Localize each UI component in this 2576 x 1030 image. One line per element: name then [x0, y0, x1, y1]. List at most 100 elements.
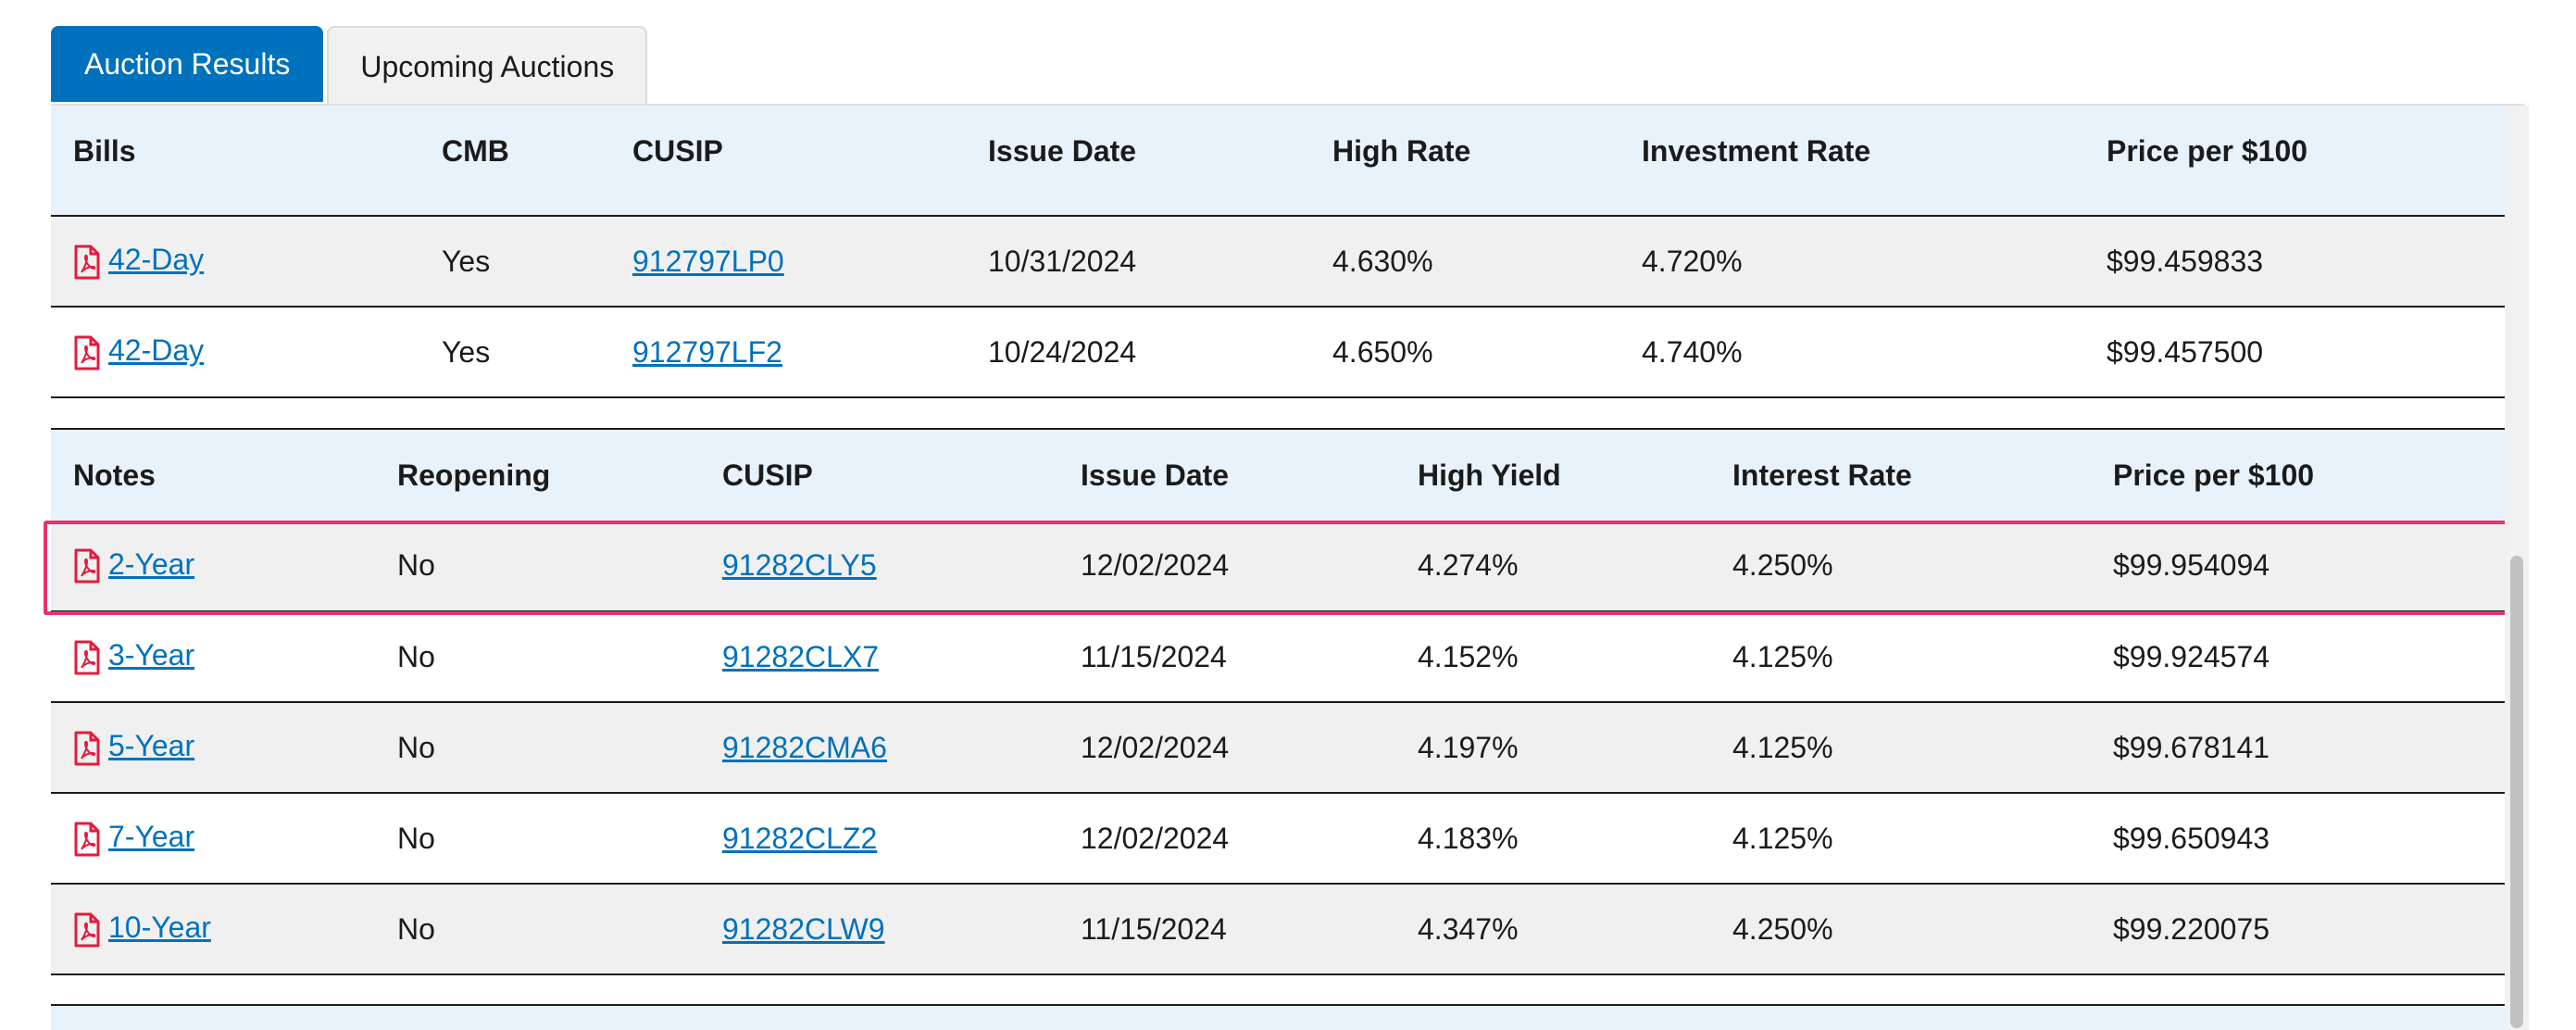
- issue-date-cell: 11/15/2024: [1058, 884, 1395, 975]
- cusip-cell: 91282CMA6: [700, 702, 1058, 794]
- price-cell: $99.220075: [2091, 884, 2505, 975]
- col-header-cusip: CUSIP: [610, 106, 966, 197]
- cusip-cell-link[interactable]: 912797LP0: [632, 244, 784, 278]
- col-header-price: Price per $100: [2084, 106, 2505, 197]
- price-cell: $99.954094: [2091, 521, 2505, 612]
- col-header-investment-rate: Investment Rate: [1619, 106, 2084, 197]
- file-pdf-icon: [73, 548, 101, 584]
- bills-header-row: Bills CMB CUSIP Issue Date High Rate Inv…: [51, 106, 2505, 197]
- term-cell: 10-Year: [51, 884, 375, 975]
- scrollbar-thumb[interactable]: [2510, 556, 2523, 1028]
- cusip-cell-link[interactable]: 91282CMA6: [722, 730, 887, 764]
- rate2-cell: 4.720%: [1619, 216, 2084, 308]
- notes-header-row: Notes Reopening CUSIP Issue Date High Yi…: [51, 429, 2505, 521]
- flag-cell: No: [375, 521, 700, 612]
- term-cell-link[interactable]: 7-Year: [108, 820, 195, 854]
- issue-date-cell: 11/15/2024: [1058, 611, 1395, 703]
- col-header-cmb: CMB: [419, 106, 610, 197]
- term-cell-link[interactable]: 42-Day: [108, 243, 205, 277]
- rate-cell: 4.347%: [1395, 884, 1710, 975]
- table-row: 2-Year No 91282CLY5 12/02/2024 4.274% 4.250% $…: [51, 521, 2505, 612]
- rate-cell: 4.183%: [1395, 793, 1710, 885]
- col-header-interest-rate: Interest Rate: [1710, 429, 2091, 521]
- table-row: 42-Day Yes 912797LP0 10/31/2024 4.630% 4.720%…: [51, 216, 2505, 308]
- col-header-notes: Notes: [51, 429, 375, 521]
- col-header-high-rate: High Rate: [1310, 106, 1619, 197]
- col-header-cusip: CUSIP: [700, 429, 1058, 521]
- table-row: 10-Year No 91282CLW9 11/15/2024 4.347% 4.250%…: [51, 884, 2505, 975]
- term-cell: 7-Year: [51, 793, 375, 885]
- tab-upcoming-auctions[interactable]: Upcoming Auctions: [327, 26, 648, 106]
- term-cell: 2-Year: [51, 521, 375, 612]
- tab-auction-results[interactable]: Auction Results: [51, 26, 324, 102]
- rate-cell: 4.650%: [1310, 307, 1619, 398]
- price-cell: $99.650943: [2091, 793, 2505, 885]
- term-cell: 42-Day: [51, 307, 419, 398]
- rate2-cell: 4.125%: [1710, 793, 2091, 885]
- issue-date-cell: 10/24/2024: [966, 307, 1310, 398]
- rate2-cell: 4.125%: [1710, 702, 2091, 794]
- price-cell: $99.924574: [2091, 611, 2505, 703]
- cusip-cell: 91282CLW9: [700, 884, 1058, 975]
- cusip-cell: 912797LP0: [610, 216, 966, 308]
- cusip-cell-link[interactable]: 912797LF2: [632, 334, 782, 369]
- cusip-cell-link[interactable]: 91282CLY5: [722, 548, 877, 582]
- table-row: 42-Day Yes 912797LF2 10/24/2024 4.650% 4.740%…: [51, 307, 2505, 398]
- rate-cell: 4.152%: [1395, 611, 1710, 703]
- cusip-cell: 912797LF2: [610, 307, 966, 398]
- col-header-reopening: Reopening: [375, 429, 700, 521]
- header-spacer: [51, 197, 2505, 217]
- price-cell: $99.459833: [2084, 216, 2505, 308]
- rate2-cell: 4.125%: [1710, 611, 2091, 703]
- next-section-header: [51, 1004, 2505, 1030]
- price-cell: $99.678141: [2091, 702, 2505, 794]
- issue-date-cell: 12/02/2024: [1058, 521, 1395, 612]
- col-header-high-yield: High Yield: [1395, 429, 1710, 521]
- cusip-cell-link[interactable]: 91282CLW9: [722, 911, 885, 946]
- rate-cell: 4.197%: [1395, 702, 1710, 794]
- file-pdf-icon: [73, 245, 101, 280]
- cusip-cell-link[interactable]: 91282CLX7: [722, 639, 880, 673]
- flag-cell: No: [375, 702, 700, 794]
- file-pdf-icon: [73, 822, 101, 857]
- issue-date-cell: 12/02/2024: [1058, 702, 1395, 794]
- col-header-issue-date: Issue Date: [1058, 429, 1395, 521]
- term-cell-link[interactable]: 5-Year: [108, 729, 195, 763]
- flag-cell: Yes: [419, 216, 610, 308]
- col-header-issue-date: Issue Date: [966, 106, 1310, 197]
- tab-divider: [51, 104, 2525, 106]
- price-cell: $99.457500: [2084, 307, 2505, 398]
- flag-cell: Yes: [419, 307, 610, 398]
- flag-cell: No: [375, 611, 700, 703]
- rate2-cell: 4.250%: [1710, 884, 2091, 975]
- table-row: 5-Year No 91282CMA6 12/02/2024 4.197% 4.125% $…: [51, 702, 2505, 794]
- term-cell-link[interactable]: 2-Year: [108, 546, 195, 581]
- results-tabs: Auction Results Upcoming Auctions: [51, 26, 648, 106]
- auction-results-panel: Bills CMB CUSIP Issue Date High Rate Inv…: [51, 106, 2505, 1030]
- term-cell-link[interactable]: 10-Year: [108, 911, 211, 945]
- file-pdf-icon: [73, 335, 101, 371]
- cusip-cell: 91282CLY5: [700, 521, 1058, 612]
- bills-table: Bills CMB CUSIP Issue Date High Rate Inv…: [51, 106, 2505, 398]
- issue-date-cell: 10/31/2024: [966, 216, 1310, 308]
- table-row: 3-Year No 91282CLX7 11/15/2024 4.152% 4.125% $…: [51, 611, 2505, 703]
- cusip-cell-link[interactable]: 91282CLZ2: [722, 821, 878, 855]
- file-pdf-icon: [73, 731, 101, 766]
- term-cell: 42-Day: [51, 216, 419, 308]
- rate-cell: 4.274%: [1395, 521, 1710, 612]
- issue-date-cell: 12/02/2024: [1058, 793, 1395, 885]
- flag-cell: No: [375, 793, 700, 885]
- notes-table: Notes Reopening CUSIP Issue Date High Yi…: [51, 428, 2505, 975]
- col-header-price: Price per $100: [2091, 429, 2505, 521]
- file-pdf-icon: [73, 640, 101, 675]
- flag-cell: No: [375, 884, 700, 975]
- col-header-bills: Bills: [51, 106, 419, 197]
- term-cell-link[interactable]: 42-Day: [108, 333, 205, 368]
- term-cell: 5-Year: [51, 702, 375, 794]
- term-cell-link[interactable]: 3-Year: [108, 638, 195, 672]
- rate-cell: 4.630%: [1310, 216, 1619, 308]
- term-cell: 3-Year: [51, 611, 375, 703]
- cusip-cell: 91282CLX7: [700, 611, 1058, 703]
- file-pdf-icon: [73, 912, 101, 948]
- rate2-cell: 4.250%: [1710, 521, 2091, 612]
